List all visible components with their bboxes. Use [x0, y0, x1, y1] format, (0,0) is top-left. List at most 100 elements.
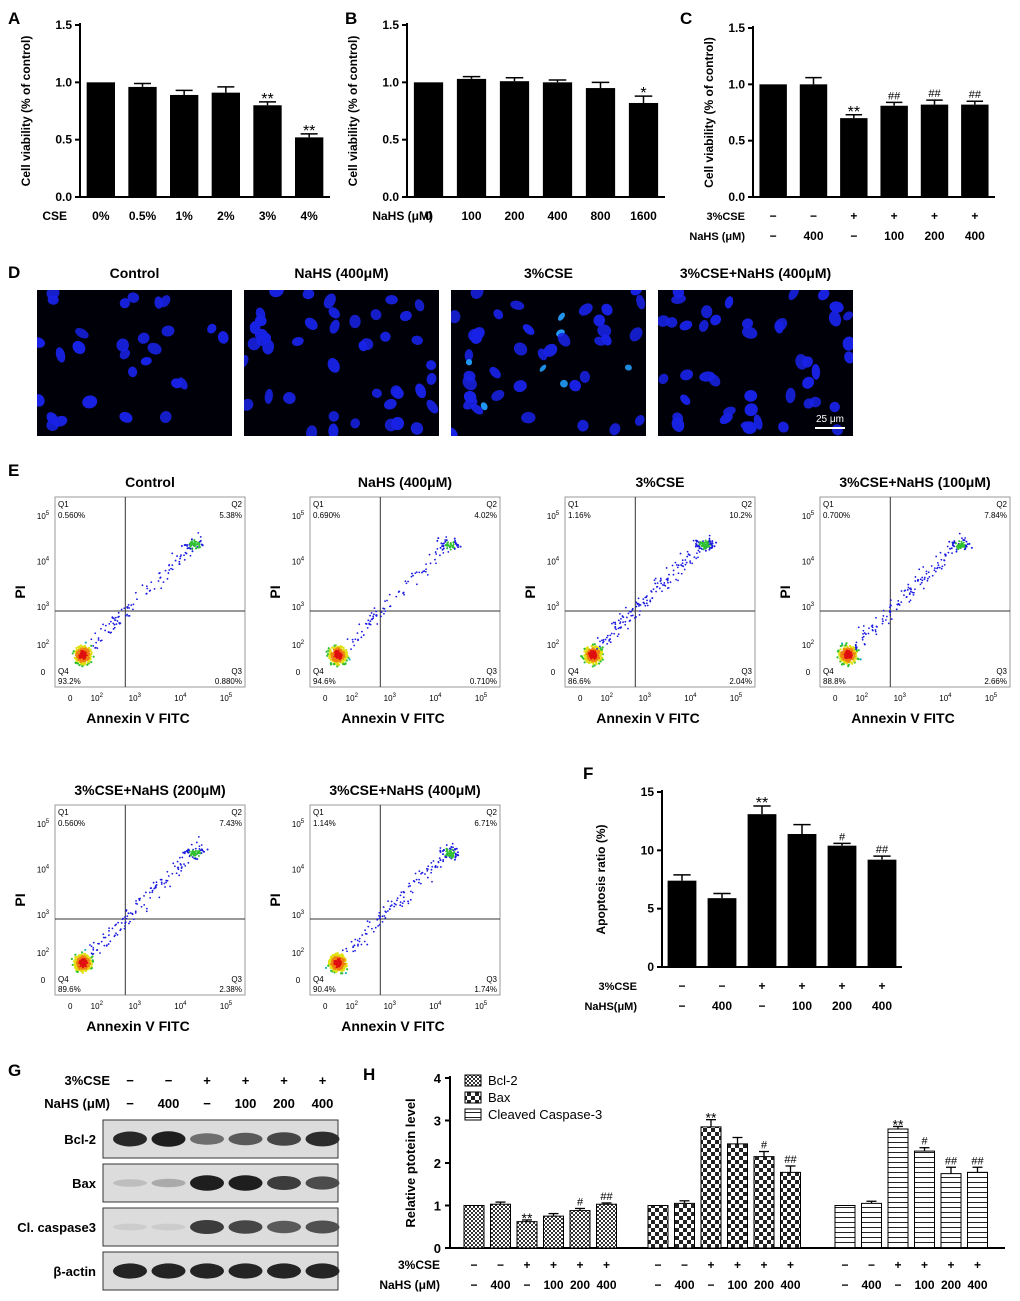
tick-exponent: 4 [438, 1001, 442, 1007]
event-dot [928, 575, 931, 578]
event-dot [197, 835, 200, 838]
event-dot [948, 540, 951, 543]
event-dot [117, 611, 120, 614]
event-dot [90, 661, 93, 664]
event-dot [338, 663, 341, 666]
event-dot [602, 641, 604, 644]
cell-nucleus [328, 423, 339, 436]
treatment-value: 400 [596, 1278, 616, 1292]
event-dot [450, 856, 453, 859]
tick-exponent: 3 [648, 693, 652, 699]
tick-exponent: 4 [301, 865, 305, 871]
flow-plot-title: 3%CSE+NaHS (400μM) [329, 782, 480, 798]
event-dot [329, 965, 333, 968]
cell-nucleus [489, 366, 501, 379]
event-dot [935, 555, 938, 558]
event-dot [449, 541, 452, 544]
event-dot [859, 658, 862, 661]
event-dot [594, 661, 598, 665]
event-dot [134, 910, 137, 913]
event-dot [364, 929, 366, 932]
event-dot [333, 644, 336, 647]
event-dot [92, 645, 95, 647]
event-dot [849, 661, 852, 664]
panel-e-flow-cytometry: Control Q1 0.560% Q2 5.38% Q3 0.880% Q4 93.2% 0 0 1… [0, 462, 1020, 1052]
event-dot [396, 899, 398, 902]
cell-nucleus [741, 318, 754, 329]
treatment-value: 200 [754, 1278, 774, 1292]
cell-nucleus [470, 290, 484, 299]
event-dot [83, 958, 86, 961]
event-dot [644, 596, 647, 599]
event-dot [103, 944, 106, 947]
event-dot [407, 900, 409, 903]
event-dot [620, 626, 623, 629]
event-dot [402, 896, 405, 899]
event-dot [123, 927, 126, 930]
event-dot [80, 962, 83, 966]
event-dot [202, 850, 205, 853]
cell-nucleus [426, 372, 437, 385]
event-dot [596, 647, 598, 650]
event-dot [127, 912, 130, 915]
cell-nucleus [207, 323, 217, 334]
event-dot [841, 644, 844, 647]
event-dot [684, 563, 687, 566]
event-dot [953, 545, 956, 548]
event-dot [399, 894, 402, 897]
event-dot [84, 654, 87, 657]
event-dot [79, 969, 82, 972]
event-dot [943, 559, 946, 562]
tick-exponent: 5 [229, 693, 233, 699]
event-dot [705, 541, 708, 544]
event-dot [589, 657, 593, 660]
treatment-row-label: 3%CSE [398, 1258, 440, 1272]
treatment-value: + [894, 1258, 901, 1272]
treatment-value: 200 [832, 999, 852, 1013]
event-dot [853, 652, 856, 655]
event-dot [334, 650, 337, 653]
event-dot [338, 959, 341, 962]
event-dot [847, 659, 850, 662]
event-dot [409, 885, 412, 887]
significance-mark: ** [522, 1210, 533, 1226]
cell-nucleus [679, 320, 693, 331]
y-tick-label: 5 [647, 902, 654, 916]
event-dot [413, 880, 416, 883]
event-dot [200, 844, 203, 846]
event-dot [331, 954, 335, 957]
event-dot [943, 563, 946, 566]
event-dot [143, 895, 145, 897]
x-axis-tick: 103 [129, 693, 142, 703]
event-dot [76, 654, 79, 658]
event-dot [418, 571, 421, 574]
tick-exponent: 5 [46, 511, 50, 517]
event-dot [330, 956, 333, 959]
event-dot [118, 622, 121, 624]
legend-swatch [464, 1074, 482, 1087]
event-dot [362, 634, 365, 636]
event-dot [933, 567, 936, 570]
event-dot [179, 555, 182, 558]
legend-label: Bax [488, 1090, 511, 1105]
event-dot [700, 548, 703, 550]
cell-nucleus [658, 373, 669, 385]
event-dot [346, 968, 349, 971]
event-dot [617, 627, 620, 630]
event-dot [338, 953, 341, 957]
event-dot [377, 924, 380, 927]
event-dot [446, 547, 449, 550]
event-dot [874, 629, 877, 631]
cell-nucleus [593, 314, 606, 327]
event-dot [439, 859, 442, 861]
legend-swatch [464, 1091, 482, 1104]
event-dot [454, 542, 457, 545]
event-dot [376, 918, 379, 921]
event-dot [708, 548, 711, 551]
event-dot [677, 564, 680, 567]
event-dot [427, 876, 429, 879]
event-dot [136, 598, 138, 601]
event-dot [89, 655, 92, 658]
x-axis-tick: 102 [346, 1001, 359, 1011]
